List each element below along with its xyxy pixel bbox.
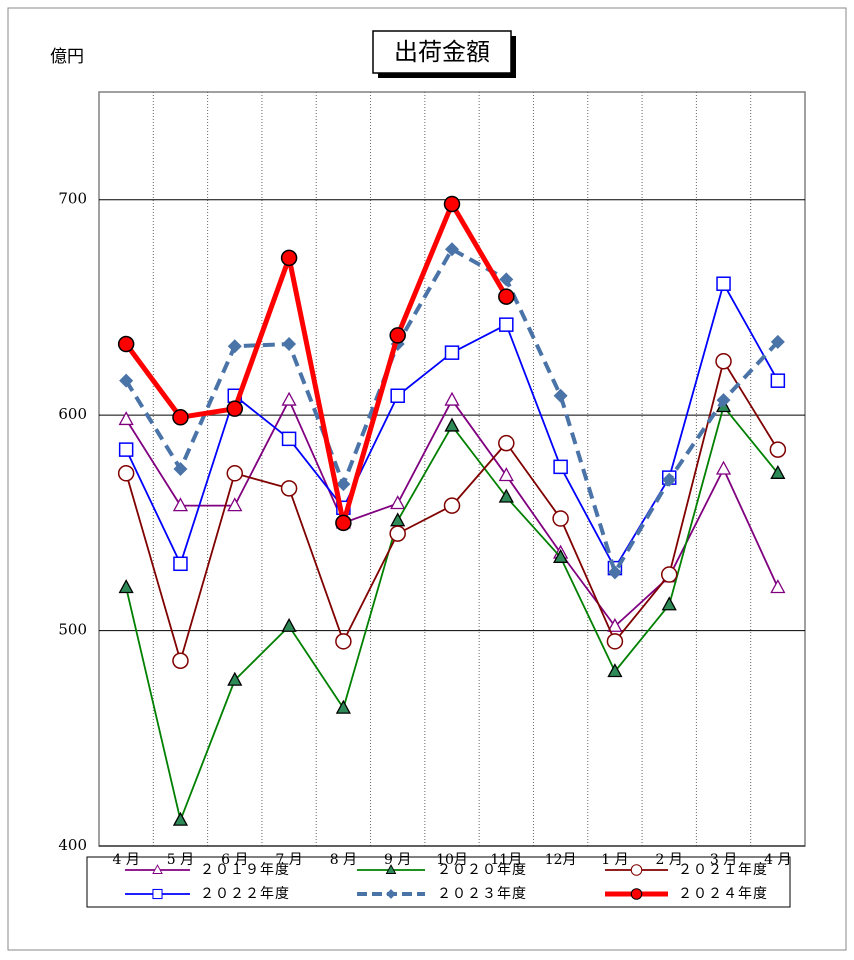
- data-point: [173, 556, 188, 572]
- data-point: [335, 699, 351, 714]
- x-tick-label: 11月: [490, 852, 522, 868]
- data-point: [280, 480, 298, 497]
- data-point: [606, 633, 624, 650]
- data-point: [226, 465, 244, 482]
- legend-box: [86, 856, 791, 908]
- data-point: [172, 652, 189, 669]
- data-point: [553, 548, 569, 563]
- data-point: [715, 460, 732, 475]
- data-point: [716, 276, 731, 291]
- x-tick-label: 8 月: [330, 852, 357, 868]
- data-point: [172, 811, 189, 826]
- data-point: [118, 579, 134, 594]
- data-point: [117, 335, 135, 353]
- y-axis-label: 億円: [50, 47, 84, 67]
- data-point: [770, 334, 785, 349]
- data-point: [770, 464, 786, 479]
- data-point: [118, 442, 134, 457]
- data-point: [118, 411, 134, 426]
- legend-marker: [152, 888, 163, 900]
- legend-label: ２０２１年度: [678, 862, 768, 878]
- data-point: [660, 566, 678, 583]
- data-point: [770, 579, 786, 594]
- data-point: [499, 272, 514, 287]
- data-point: [716, 393, 731, 408]
- data-point: [281, 391, 297, 406]
- plot-area: [98, 91, 806, 847]
- x-tick-label: 2 月: [656, 852, 683, 868]
- data-point: [172, 497, 189, 512]
- data-point: [444, 345, 460, 360]
- title-box: [372, 30, 512, 74]
- x-tick-label: 4 月: [112, 852, 139, 868]
- data-point: [443, 195, 461, 213]
- data-point: [444, 417, 460, 432]
- data-point: [281, 617, 297, 632]
- data-point: [553, 459, 568, 475]
- data-point: [443, 497, 461, 514]
- data-point: [117, 465, 135, 482]
- legend-label: ２０２２年度: [200, 886, 290, 902]
- legend-label: ２０２０年度: [437, 862, 527, 878]
- data-point: [769, 441, 787, 458]
- series-line: [124, 201, 509, 526]
- data-point: [661, 596, 677, 611]
- y-tick-label: 600: [58, 405, 87, 423]
- legend-label: ２０１９年度: [200, 862, 290, 878]
- legend-marker: [152, 864, 163, 874]
- data-point: [715, 353, 732, 370]
- data-point: [607, 617, 623, 632]
- data-point: [227, 497, 243, 512]
- x-tick-label: 3 月: [710, 852, 737, 868]
- chart-title: 出荷金額: [394, 38, 490, 66]
- data-point: [336, 477, 351, 492]
- data-point: [498, 488, 514, 503]
- data-point: [335, 633, 352, 650]
- data-point: [389, 525, 406, 542]
- data-point: [390, 495, 406, 510]
- data-point: [281, 431, 297, 447]
- x-tick-label: 1 月: [601, 852, 628, 868]
- x-tick-label: 5 月: [167, 852, 194, 868]
- data-point: [662, 472, 677, 487]
- legend-marker: [385, 864, 397, 874]
- x-tick-label: 10月: [436, 852, 468, 868]
- y-tick-label: 700: [58, 190, 87, 208]
- data-point: [445, 242, 459, 257]
- data-point: [282, 337, 297, 352]
- data-point: [227, 671, 243, 686]
- data-point: [389, 327, 406, 344]
- data-point: [280, 249, 298, 267]
- data-point: [172, 409, 189, 426]
- legend-marker: [386, 889, 396, 899]
- data-point: [607, 565, 622, 580]
- data-point: [444, 391, 460, 406]
- legend-marker: [630, 888, 643, 900]
- data-point: [227, 339, 242, 354]
- data-point: [607, 663, 623, 678]
- data-point: [498, 434, 515, 452]
- data-point: [335, 514, 352, 532]
- y-tick-label: 400: [58, 836, 87, 854]
- legend-label: ２０２４年度: [678, 886, 768, 902]
- x-tick-label: 12月: [545, 852, 577, 868]
- x-tick-label: 9 月: [384, 852, 411, 868]
- data-point: [553, 388, 568, 403]
- data-point: [552, 510, 569, 527]
- data-point: [499, 317, 514, 332]
- data-point: [498, 288, 515, 305]
- legend-marker: [630, 864, 643, 876]
- data-point: [173, 462, 188, 476]
- legend-label: ２０２３年度: [437, 886, 527, 902]
- x-tick-label: 6 月: [221, 852, 248, 868]
- data-point: [498, 467, 514, 482]
- y-tick-label: 500: [58, 621, 87, 639]
- x-tick-label: 7 月: [275, 852, 302, 868]
- data-point: [226, 400, 244, 417]
- data-point: [770, 373, 786, 388]
- data-point: [119, 373, 134, 388]
- data-point: [390, 388, 405, 404]
- x-tick-label: 4 月: [764, 852, 791, 868]
